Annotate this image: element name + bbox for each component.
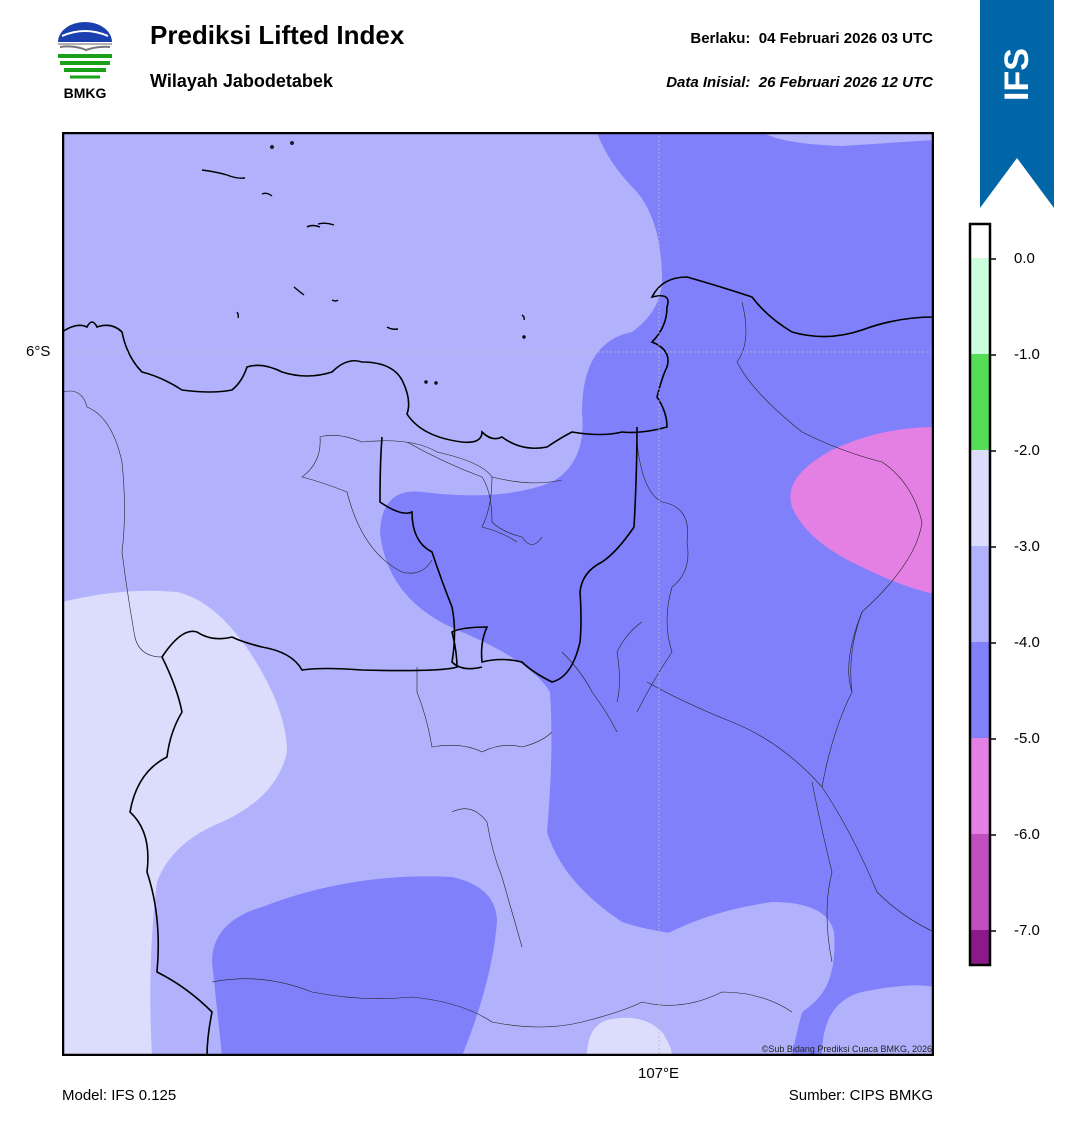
colorbar-tick-label: -6.0	[1014, 826, 1040, 843]
logo-text: BMKG	[64, 85, 107, 101]
map-frame	[62, 132, 934, 1056]
colorbar-tick-label: 0.0	[1014, 250, 1035, 267]
colorbar-segment-above-0	[971, 225, 989, 261]
source-label: Sumber: CIPS BMKG	[788, 1087, 933, 1104]
page-title: Prediksi Lifted Index	[150, 20, 405, 50]
colorbar-tick-label: -7.0	[1014, 922, 1040, 939]
colorbar-tick-label: -1.0	[1014, 346, 1040, 363]
longitude-label: 107°E	[638, 1065, 680, 1082]
latitude-label: 6°S	[26, 343, 51, 360]
fill-zone-neg3-neg2-south	[587, 1017, 672, 1056]
colorbar-segment-neg7	[971, 930, 989, 964]
ifs-ribbon-shape	[980, 0, 1054, 208]
colorbar-tick-label: -3.0	[1014, 538, 1040, 555]
page-subtitle: Wilayah Jabodetabek	[150, 71, 333, 91]
bmkg-logo: BMKG	[58, 22, 112, 101]
fill-zone-neg6-neg5	[790, 427, 934, 594]
init-label: Data Inisial:	[666, 74, 751, 91]
colorbar-frame	[968, 222, 992, 967]
valid-time: Berlaku: 04 Februari 2026 03 UTC	[690, 30, 933, 47]
colorbar-tick-label: -4.0	[1014, 634, 1040, 651]
valid-label: Berlaku:	[690, 30, 751, 47]
fill-zone-neg3-neg2-west	[62, 590, 287, 1056]
colorbar-segment-neg2	[971, 450, 989, 546]
lifted-index-map	[62, 132, 934, 1056]
islands	[201, 141, 526, 385]
fill-zone-neg5-neg4-east	[380, 132, 934, 1056]
coastline	[62, 276, 934, 1056]
init-value: 26 Februari 2026 12 UTC	[758, 74, 933, 91]
colorbar-segment-neg4	[971, 642, 989, 738]
fill-zone-neg4-neg3-se	[822, 985, 934, 1056]
ifs-badge-text: IFS	[998, 48, 1036, 102]
fill-zone-neg3-neg2-ne	[762, 132, 934, 146]
colorbar-segment-neg1	[971, 354, 989, 450]
ifs-badge	[980, 0, 1054, 208]
colorbar-tick-label: -5.0	[1014, 730, 1040, 747]
model-label: Model: IFS 0.125	[62, 1087, 177, 1104]
bmkg-logo-icon	[58, 22, 112, 79]
init-time: Data Inisial: 26 Februari 2026 12 UTC	[666, 74, 933, 91]
copyright-note: ©Sub Bidang Prediksi Cuaca BMKG, 2026	[761, 1044, 932, 1054]
valid-value: 04 Februari 2026 03 UTC	[758, 30, 933, 47]
colorbar-segment-neg6	[971, 834, 989, 930]
fill-zone-neg5-neg4-south	[212, 876, 497, 1056]
colorbar	[968, 222, 996, 967]
colorbar-segment-neg3	[971, 546, 989, 642]
colorbar-segment-neg5	[971, 738, 989, 834]
fill-zone-neg4-neg3-s	[622, 902, 835, 1056]
colorbar-tick-label: -2.0	[1014, 442, 1040, 459]
colorbar-segment-0	[971, 258, 989, 354]
